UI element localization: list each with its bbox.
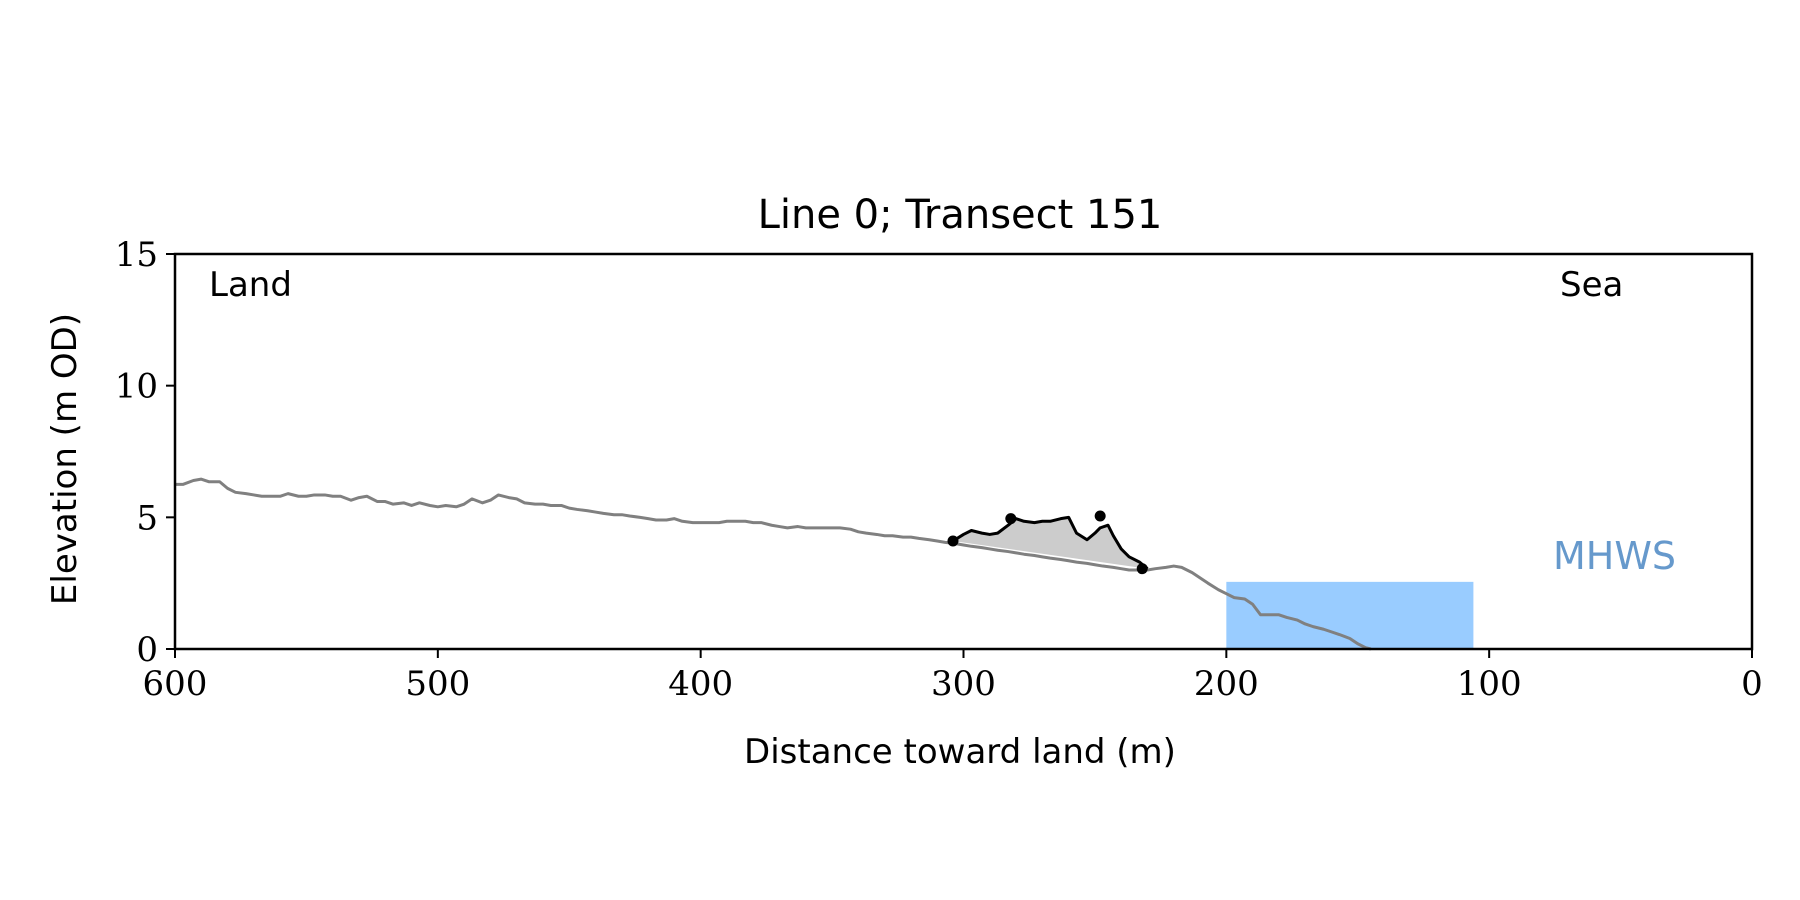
y-tick-label: 5 [136, 498, 158, 538]
x-tick-label: 300 [931, 664, 996, 704]
x-tick-label: 600 [143, 664, 208, 704]
x-tick-label: 400 [668, 664, 733, 704]
y-tick-label: 15 [115, 235, 158, 275]
dune-marker [1094, 510, 1106, 522]
dune-marker [1136, 563, 1148, 575]
x-tick-label: 0 [1741, 664, 1763, 704]
dune-line [952, 515, 1149, 570]
profile-line [175, 477, 1372, 651]
land-annotation: Land [209, 265, 292, 305]
y-tick-label: 10 [115, 367, 158, 407]
y-tick-label: 0 [136, 630, 158, 670]
plot-area [175, 477, 1474, 651]
y-axis-label: Elevation (m OD) [45, 313, 85, 605]
axes: 600 500 400 300 200 100 0 0 5 10 15 [115, 235, 1763, 704]
x-axis-label: Distance toward land (m) [744, 732, 1176, 772]
x-tick-label: 100 [1457, 664, 1522, 704]
x-tick-label: 500 [405, 664, 470, 704]
mhws-annotation: MHWS [1553, 534, 1676, 578]
x-tick-label: 200 [1194, 664, 1259, 704]
chart-title: Line 0; Transect 151 [758, 192, 1163, 238]
axes-frame [173, 252, 1754, 651]
dune-marker [947, 535, 959, 547]
dune-marker [1005, 513, 1017, 525]
sea-annotation: Sea [1560, 265, 1623, 305]
